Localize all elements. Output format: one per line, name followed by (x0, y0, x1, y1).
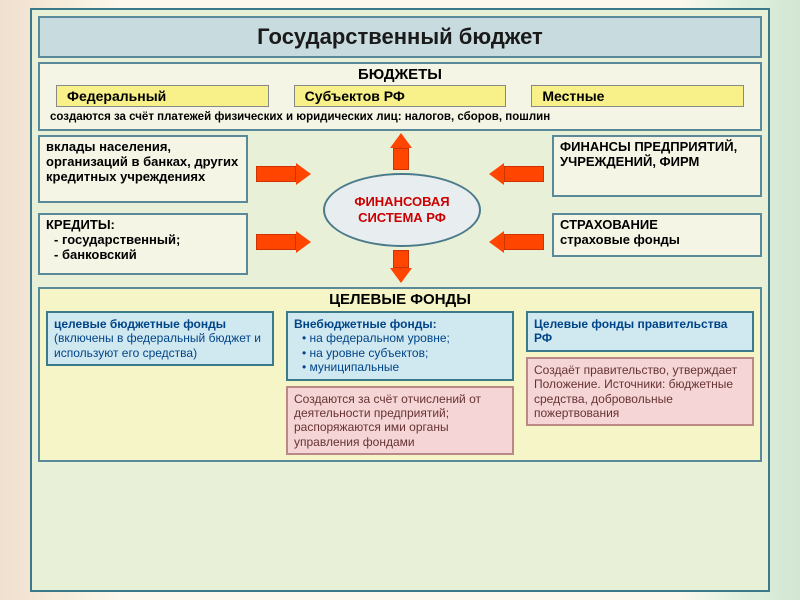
budget-subjects: Субъектов РФ (294, 85, 507, 107)
title-box: Государственный бюджет (38, 16, 762, 58)
fund1-title: целевые бюджетные фонды (54, 317, 226, 331)
budget-local: Местные (531, 85, 744, 107)
box-finances: ФИНАНСЫ ПРЕДПРИЯТИЙ, УЧРЕЖДЕНИЙ, ФИРМ (552, 135, 762, 197)
box-credits: КРЕДИТЫ: государственный; банковский (38, 213, 248, 275)
funds-row: целевые бюджетные фонды (включены в феде… (46, 311, 754, 455)
fund2-list: на федеральном уровне; на уровне субъект… (294, 331, 506, 374)
budget-federal: Федеральный (56, 85, 269, 107)
funds-col-3: Целевые фонды правительства РФ Создаёт п… (526, 311, 754, 455)
page-title: Государственный бюджет (46, 24, 754, 50)
credits-title: КРЕДИТЫ: (46, 217, 115, 232)
fund3-title: Целевые фонды правительства РФ (534, 317, 727, 345)
funds-panel: ЦЕЛЕВЫЕ ФОНДЫ целевые бюджетные фонды (в… (38, 287, 762, 462)
budgets-row: Федеральный Субъектов РФ Местные (46, 83, 754, 109)
fund2-item: муниципальные (302, 360, 506, 374)
fund2-item: на федеральном уровне; (302, 331, 506, 345)
center-line1: ФИНАНСОВАЯ (354, 194, 449, 210)
fund-gov-box: Целевые фонды правительства РФ (526, 311, 754, 352)
fund-offbudget-box: Внебюджетные фонды: на федеральном уровн… (286, 311, 514, 381)
funds-col-2: Внебюджетные фонды: на федеральном уровн… (286, 311, 514, 455)
budgets-note: создаются за счёт платежей физических и … (46, 109, 754, 125)
credit-item: банковский (54, 248, 240, 263)
fund2-note-box: Создаются за счёт отчислений от деятельн… (286, 386, 514, 456)
funds-col-1: целевые бюджетные фонды (включены в феде… (46, 311, 274, 455)
insurance-title: СТРАХОВАНИЕ (560, 218, 754, 233)
center-line2: СИСТЕМА РФ (354, 210, 449, 226)
center-oval: ФИНАНСОВАЯ СИСТЕМА РФ (323, 173, 481, 247)
mid-section: вклады населения, организаций в банках, … (38, 135, 762, 283)
diagram-frame: Государственный бюджет БЮДЖЕТЫ Федеральн… (30, 8, 770, 592)
insurance-sub: страховые фонды (560, 233, 754, 248)
fund1-rest: (включены в федеральный бюджет и использ… (54, 331, 261, 359)
credits-list: государственный; банковский (46, 233, 240, 263)
fund2-item: на уровне субъектов; (302, 346, 506, 360)
credit-item: государственный; (54, 233, 240, 248)
fund-budget-box: целевые бюджетные фонды (включены в феде… (46, 311, 274, 366)
box-insurance: СТРАХОВАНИЕ страховые фонды (552, 213, 762, 257)
budgets-panel: БЮДЖЕТЫ Федеральный Субъектов РФ Местные… (38, 62, 762, 131)
budgets-header: БЮДЖЕТЫ (46, 66, 754, 83)
box-deposits: вклады населения, организаций в банках, … (38, 135, 248, 203)
funds-header: ЦЕЛЕВЫЕ ФОНДЫ (46, 291, 754, 308)
fund2-title: Внебюджетные фонды: (294, 317, 437, 331)
fund3-note-box: Создаёт правительство, утверждает Положе… (526, 357, 754, 427)
